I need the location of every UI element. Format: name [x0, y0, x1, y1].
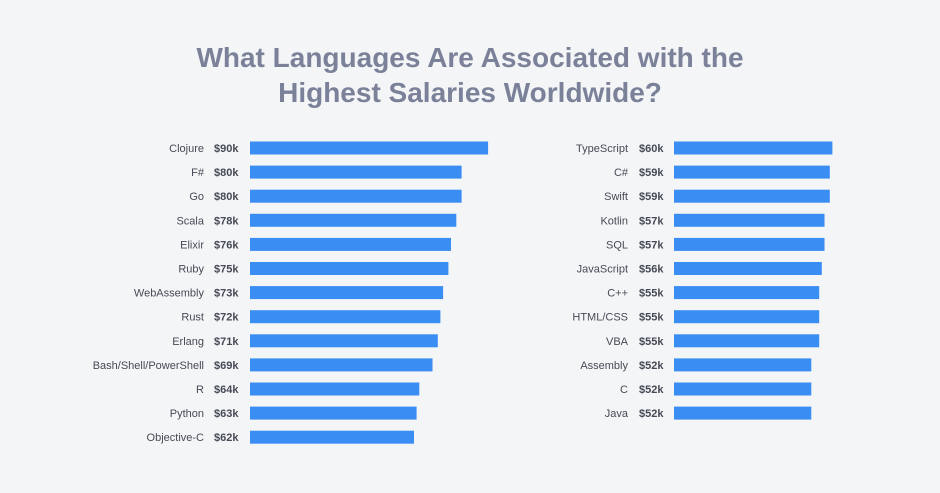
category-label: VBA — [606, 336, 629, 348]
chart-title-line-1: What Languages Are Associated with the — [196, 42, 744, 73]
value-label: $75k — [214, 264, 239, 276]
bar-panel-left: Clojure $90k F# $80k Go $80k Scala $78k Elixir $7… — [93, 141, 489, 444]
value-label: $71k — [214, 336, 239, 348]
bar — [250, 310, 441, 324]
category-label: C — [620, 384, 628, 396]
value-label: $72k — [214, 312, 239, 324]
value-label: $55k — [639, 336, 664, 348]
bar — [250, 189, 462, 203]
bar — [674, 334, 820, 348]
category-label: JavaScript — [577, 264, 628, 276]
bar — [674, 406, 812, 420]
category-label: Objective-C — [147, 432, 205, 444]
value-label: $52k — [639, 360, 664, 372]
value-label: $55k — [639, 312, 664, 324]
bar — [674, 310, 820, 324]
bar — [674, 189, 830, 203]
bar — [250, 406, 417, 420]
category-label: C# — [614, 167, 629, 179]
category-label: SQL — [606, 239, 628, 251]
category-label: Ruby — [178, 264, 204, 276]
bar — [674, 237, 825, 251]
category-label: Elixir — [180, 239, 204, 251]
category-label: F# — [191, 167, 205, 179]
bar — [250, 430, 414, 444]
bar — [250, 286, 444, 300]
value-label: $73k — [214, 288, 239, 300]
category-label: Assembly — [580, 360, 628, 372]
value-label: $63k — [214, 408, 239, 420]
bar — [674, 262, 822, 275]
category-label: Rust — [181, 312, 204, 324]
value-label: $57k — [639, 239, 664, 251]
value-label: $57k — [639, 215, 664, 227]
bar — [250, 358, 433, 372]
value-label: $59k — [639, 167, 664, 179]
bar-panel-right: TypeScript $60k C# $59k Swift $59k Kotlin $57k S… — [572, 141, 833, 420]
category-label: Go — [189, 191, 204, 203]
value-label: $78k — [214, 215, 239, 227]
chart-title: What Languages Are Associated with the H… — [0, 40, 940, 110]
category-label: WebAssembly — [134, 288, 205, 300]
chart-title-line-2: Highest Salaries Worldwide? — [278, 77, 662, 108]
category-label: Scala — [176, 215, 204, 227]
bar — [674, 141, 833, 155]
category-label: C++ — [607, 288, 628, 300]
value-label: $80k — [214, 167, 239, 179]
bar — [674, 358, 812, 372]
category-label: HTML/CSS — [572, 312, 628, 324]
category-label: Bash/Shell/PowerShell — [93, 360, 204, 372]
category-label: Kotlin — [600, 215, 628, 227]
bar — [250, 237, 451, 251]
bar — [250, 334, 438, 348]
bar — [250, 262, 449, 275]
bar — [674, 165, 830, 179]
value-label: $52k — [639, 384, 664, 396]
value-label: $56k — [639, 264, 664, 276]
value-label: $64k — [214, 384, 239, 396]
category-label: Swift — [604, 191, 628, 203]
category-label: Python — [170, 408, 204, 420]
value-label: $60k — [639, 143, 664, 155]
value-label: $69k — [214, 360, 239, 372]
value-label: $62k — [214, 432, 239, 444]
bar — [250, 213, 457, 227]
value-label: $90k — [214, 143, 239, 155]
value-label: $76k — [214, 239, 239, 251]
value-label: $80k — [214, 191, 239, 203]
bar — [674, 213, 825, 227]
value-label: $55k — [639, 288, 664, 300]
bar — [674, 382, 812, 396]
category-label: Erlang — [172, 336, 204, 348]
value-label: $59k — [639, 191, 664, 203]
category-label: R — [196, 384, 204, 396]
bar — [250, 141, 489, 155]
value-label: $52k — [639, 408, 664, 420]
category-label: TypeScript — [576, 143, 628, 155]
bar — [674, 286, 820, 300]
bar — [250, 165, 462, 179]
category-label: Clojure — [169, 143, 204, 155]
bar — [250, 382, 420, 396]
category-label: Java — [605, 408, 629, 420]
